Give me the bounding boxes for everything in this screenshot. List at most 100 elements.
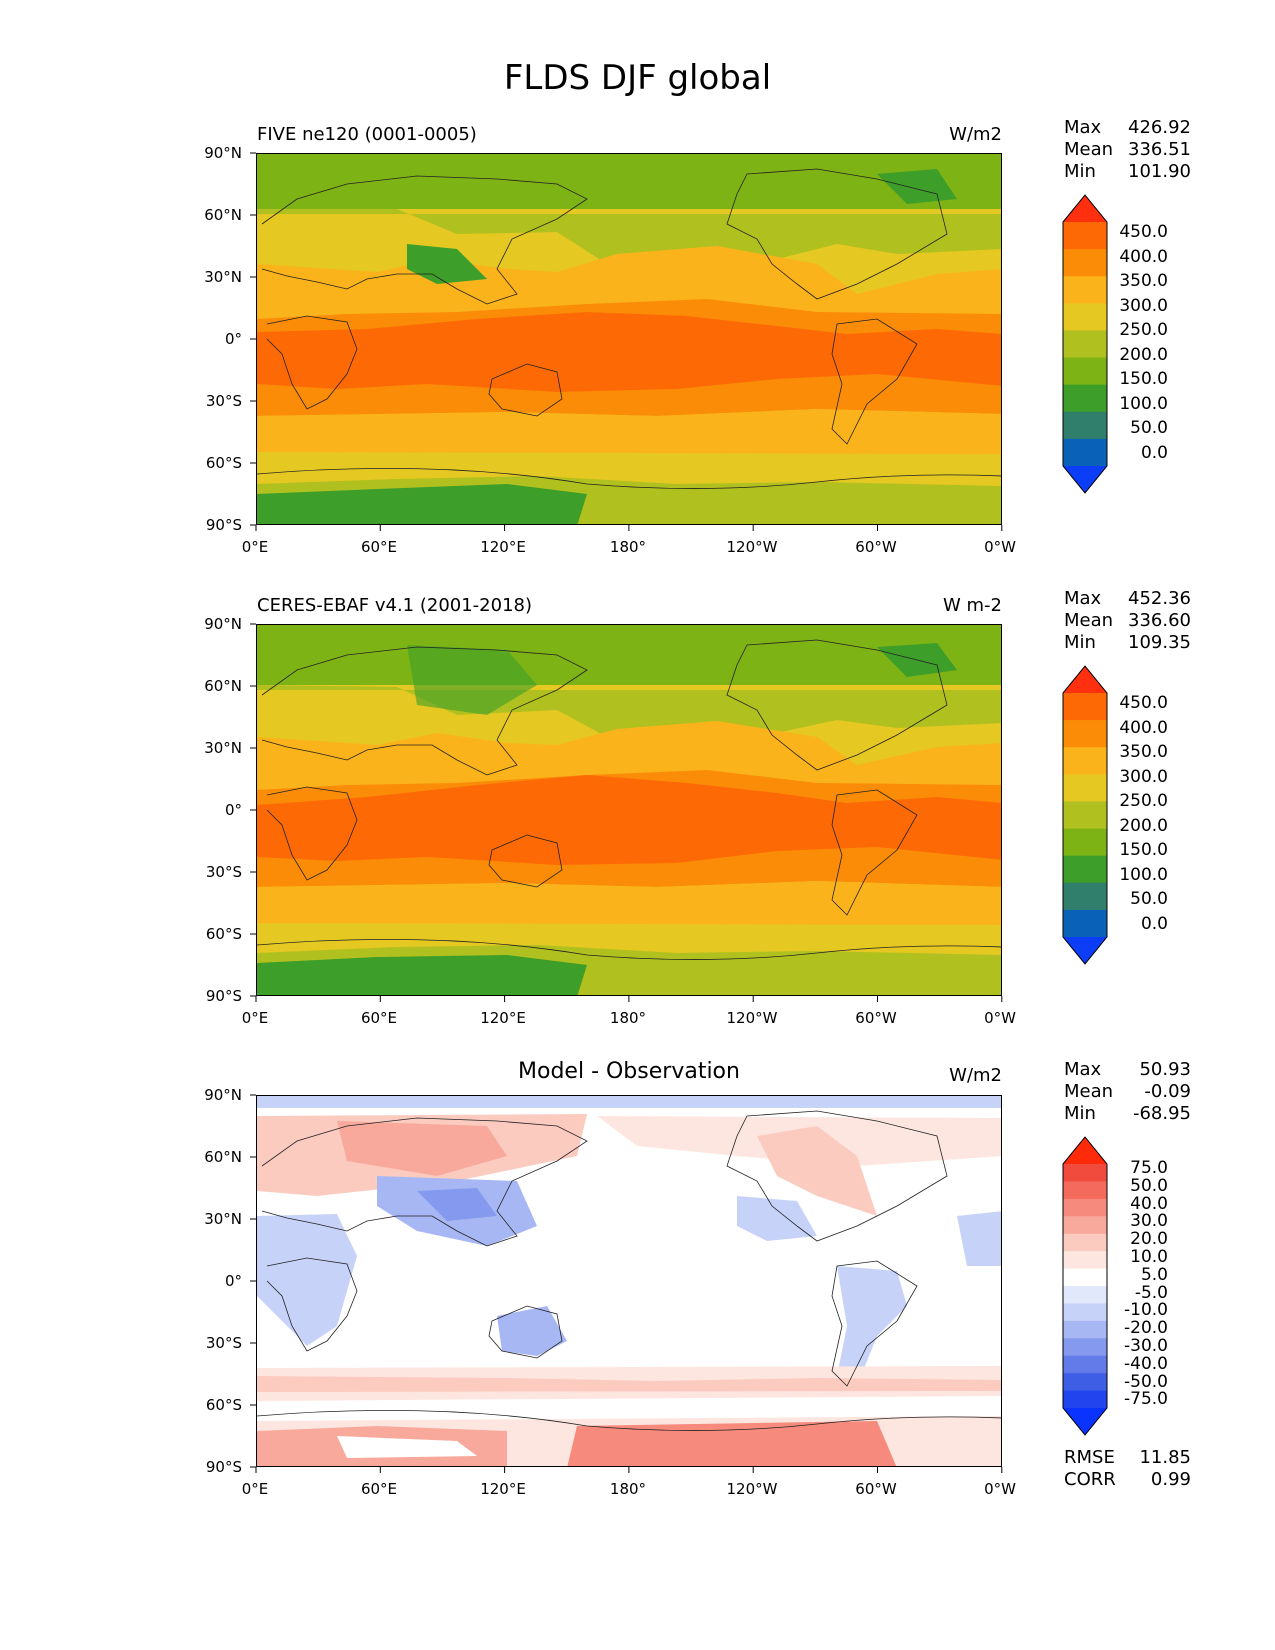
panel-2-ytick-90n: 90°N bbox=[204, 615, 242, 633]
panel-1-ytick-90s: 90°S bbox=[205, 516, 242, 534]
panel-3-ytick-90n: 90°N bbox=[204, 1086, 242, 1104]
colorbar-swatch bbox=[1063, 1373, 1107, 1392]
panel-3-max-label: Max bbox=[1064, 1059, 1102, 1080]
panel-1-cb-label: 450.0 bbox=[1119, 222, 1168, 242]
panel-3-xtick-120w: 120°W bbox=[726, 1480, 778, 1498]
panel-3-xtick-0w: 0°W bbox=[984, 1480, 1016, 1498]
colorbar-outline bbox=[1062, 1136, 1108, 1436]
panel-3-cb-label: -75.0 bbox=[1124, 1389, 1168, 1410]
colorbar-swatch bbox=[1063, 1355, 1107, 1374]
panel-2-cb-label: 250.0 bbox=[1119, 791, 1168, 811]
panel-3-ytick-90s: 90°S bbox=[205, 1458, 242, 1476]
colorbar-extend-bottom bbox=[1063, 1408, 1107, 1435]
panel-2-title: CERES-EBAF v4.1 (2001-2018) bbox=[257, 595, 533, 616]
panel-3-xtick-120e: 120°E bbox=[480, 1480, 526, 1498]
panel-1-cb-label: 50.0 bbox=[1130, 418, 1168, 438]
panel-1-map bbox=[256, 153, 1002, 525]
colorbar-swatch bbox=[1063, 1320, 1107, 1339]
panel-2-cb-label: 50.0 bbox=[1130, 889, 1168, 909]
panel-1-xtick-120w: 120°W bbox=[726, 538, 778, 556]
panel-1-colorbar bbox=[1062, 194, 1108, 494]
colorbar-swatch bbox=[1063, 747, 1107, 775]
panel-1-cb-label: 300.0 bbox=[1119, 295, 1168, 316]
colorbar-extend-top bbox=[1063, 1137, 1107, 1164]
panel-2-xtick-180: 180° bbox=[609, 1009, 647, 1027]
colorbar-swatch bbox=[1063, 276, 1107, 304]
panel-2-units: W m-2 bbox=[942, 595, 1002, 616]
panel-3-corr: 0.99 bbox=[1150, 1469, 1191, 1490]
colorbar-swatch bbox=[1063, 1216, 1107, 1235]
panel-1-cb-label: 100.0 bbox=[1119, 393, 1168, 414]
panel-1-min-label: Min bbox=[1064, 161, 1096, 182]
panel-1-field bbox=[257, 154, 1001, 524]
panel-3-rmse: 11.85 bbox=[1139, 1447, 1191, 1468]
panel-2-ytick-30s: 30°S bbox=[205, 863, 242, 881]
colorbar-swatch bbox=[1063, 1181, 1107, 1200]
colorbar-swatch bbox=[1063, 882, 1107, 911]
figure-title: FLDS DJF global bbox=[503, 58, 772, 98]
colorbar-swatch bbox=[1063, 801, 1107, 830]
panel-1-cb-label: 0.0 bbox=[1140, 442, 1168, 463]
colorbar-extend-bottom bbox=[1063, 466, 1107, 493]
panel-2-colorbar-swatches bbox=[1062, 665, 1108, 965]
panel-1-cb-label: 350.0 bbox=[1119, 271, 1168, 291]
panel-2-cb-label: 300.0 bbox=[1119, 766, 1168, 787]
panel-3-ytick-30n: 30°N bbox=[204, 1210, 242, 1228]
colorbar-swatch bbox=[1063, 1198, 1107, 1217]
panel-2-ytick-0: 0° bbox=[224, 801, 242, 819]
panel-3-rmse-label: RMSE bbox=[1064, 1447, 1115, 1468]
panel-2-min: 109.35 bbox=[1128, 632, 1191, 653]
colorbar-swatch bbox=[1063, 303, 1107, 331]
colorbar-swatch bbox=[1063, 330, 1107, 359]
panel-3-cb-label: 10.0 bbox=[1130, 1247, 1168, 1267]
panel-3-cb-label: -10.0 bbox=[1124, 1300, 1168, 1321]
panel-3-cb-label: 50.0 bbox=[1130, 1175, 1168, 1196]
panel-3-min-label: Min bbox=[1064, 1103, 1096, 1124]
colorbar-outline bbox=[1062, 194, 1108, 494]
panel-2-mean-label: Mean bbox=[1064, 610, 1114, 631]
panel-3-xtick-60w: 60°W bbox=[855, 1480, 897, 1498]
panel-2-min-label: Min bbox=[1064, 632, 1096, 653]
colorbar-swatch bbox=[1063, 1338, 1107, 1357]
panel-1-max: 426.92 bbox=[1128, 117, 1191, 138]
panel-1-ytick-90n: 90°N bbox=[204, 144, 242, 162]
panel-3-title: Model - Observation bbox=[518, 1059, 740, 1084]
colorbar-swatch bbox=[1063, 1164, 1107, 1182]
panel-1-cb-label: 150.0 bbox=[1119, 369, 1168, 389]
colorbar-swatch bbox=[1063, 720, 1107, 748]
panel-3-max: 50.93 bbox=[1139, 1059, 1191, 1080]
colorbar-swatch bbox=[1063, 1303, 1107, 1322]
colorbar-swatch bbox=[1063, 855, 1107, 884]
panel-3-mean: -0.09 bbox=[1144, 1081, 1191, 1102]
panel-2-xtick-120w: 120°W bbox=[726, 1009, 778, 1027]
panel-3-colorbar-swatches bbox=[1062, 1136, 1108, 1436]
panel-2-cb-label: 400.0 bbox=[1119, 717, 1168, 738]
panel-1-ytick-60n: 60°N bbox=[204, 206, 242, 224]
colorbar-swatch bbox=[1063, 357, 1107, 386]
panel-3-units: W/m2 bbox=[949, 1065, 1002, 1086]
panel-2-ytick-30n: 30°N bbox=[204, 739, 242, 757]
colorbar-outline bbox=[1062, 665, 1108, 965]
colorbar-extend-bottom bbox=[1063, 937, 1107, 964]
colorbar-extend-top bbox=[1063, 195, 1107, 222]
panel-1-xtick-60w: 60°W bbox=[855, 538, 897, 556]
panel-1-ytick-30s: 30°S bbox=[205, 392, 242, 410]
panel-3-xtick-60e: 60°E bbox=[360, 1480, 398, 1498]
colorbar-swatch bbox=[1063, 249, 1107, 277]
panel-3-cb-label: -20.0 bbox=[1124, 1318, 1168, 1339]
panel-3-field bbox=[257, 1096, 1001, 1466]
panel-1-ytick-30n: 30°N bbox=[204, 268, 242, 286]
panel-2-cb-label: 350.0 bbox=[1119, 742, 1168, 762]
panel-1-cb-label: 400.0 bbox=[1119, 246, 1168, 267]
colorbar-swatch bbox=[1063, 438, 1107, 467]
panel-3-ytick-60s: 60°S bbox=[205, 1396, 242, 1414]
panel-3-map bbox=[256, 1095, 1002, 1467]
panel-2-cb-label: 0.0 bbox=[1140, 913, 1168, 934]
colorbar-swatch bbox=[1063, 774, 1107, 802]
panel-1-xtick-0w: 0°W bbox=[984, 538, 1016, 556]
panel-3-cb-label: -50.0 bbox=[1124, 1371, 1168, 1392]
panel-1-cb-label: 200.0 bbox=[1119, 344, 1168, 365]
panel-3-cb-label: 30.0 bbox=[1130, 1211, 1168, 1232]
panel-3-colorbar bbox=[1062, 1136, 1108, 1436]
panel-3-xtick-0e: 0°E bbox=[241, 1480, 269, 1498]
